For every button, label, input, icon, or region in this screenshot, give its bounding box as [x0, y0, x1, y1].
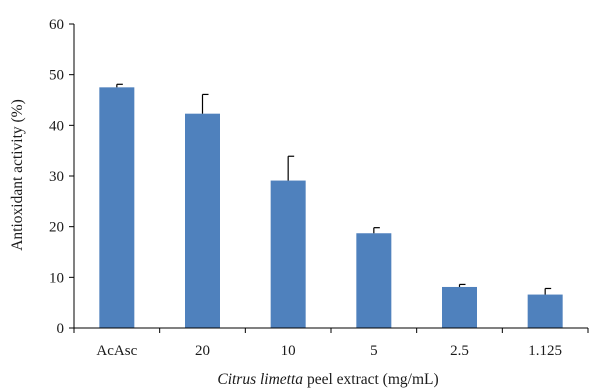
- bar-1.125: [527, 294, 563, 328]
- y-tick-label: 0: [57, 321, 65, 337]
- x-tick-label: AcAsc: [96, 343, 137, 359]
- bar-AcAsc: [99, 87, 135, 328]
- error-bar-10: [287, 155, 295, 181]
- error-bar-2.5: [458, 283, 466, 287]
- y-ticks-group: 0 10 20 30 40 50 60: [49, 17, 74, 337]
- error-bars-group: [116, 83, 552, 295]
- x-tick-label: 1.125: [528, 343, 562, 359]
- y-axis-title: Antioxidant activity (%): [9, 99, 26, 251]
- x-axis-title: Citrus limetta peel extract (mg/mL): [217, 371, 438, 388]
- x-tick-label: 10: [281, 343, 296, 359]
- x-ticks-group: AcAsc 20 10 5 2.5 1.125: [73, 328, 589, 359]
- y-tick-label: 60: [49, 17, 64, 33]
- y-tick-label: 40: [49, 118, 64, 134]
- y-tick-label: 10: [49, 270, 64, 286]
- error-bar-AcAsc: [116, 83, 123, 88]
- bar-10: [270, 180, 306, 328]
- x-tick-label: 20: [195, 343, 210, 359]
- x-axis-title-rest: peel extract (mg/mL): [303, 371, 439, 388]
- y-tick-label: 20: [49, 220, 64, 236]
- error-bar-5: [373, 227, 380, 234]
- error-bar-1.125: [544, 287, 552, 295]
- bar-5: [356, 233, 392, 328]
- bar-20: [185, 113, 220, 329]
- x-tick-label: 2.5: [450, 343, 469, 359]
- y-tick-label: 30: [49, 169, 64, 185]
- bar-2.5: [442, 286, 477, 328]
- bars-group: [99, 87, 563, 329]
- x-tick-label: 5: [370, 343, 378, 359]
- x-axis-title-italic: Citrus limetta: [217, 371, 303, 388]
- y-tick-label: 50: [49, 68, 64, 84]
- error-bar-20: [201, 93, 209, 114]
